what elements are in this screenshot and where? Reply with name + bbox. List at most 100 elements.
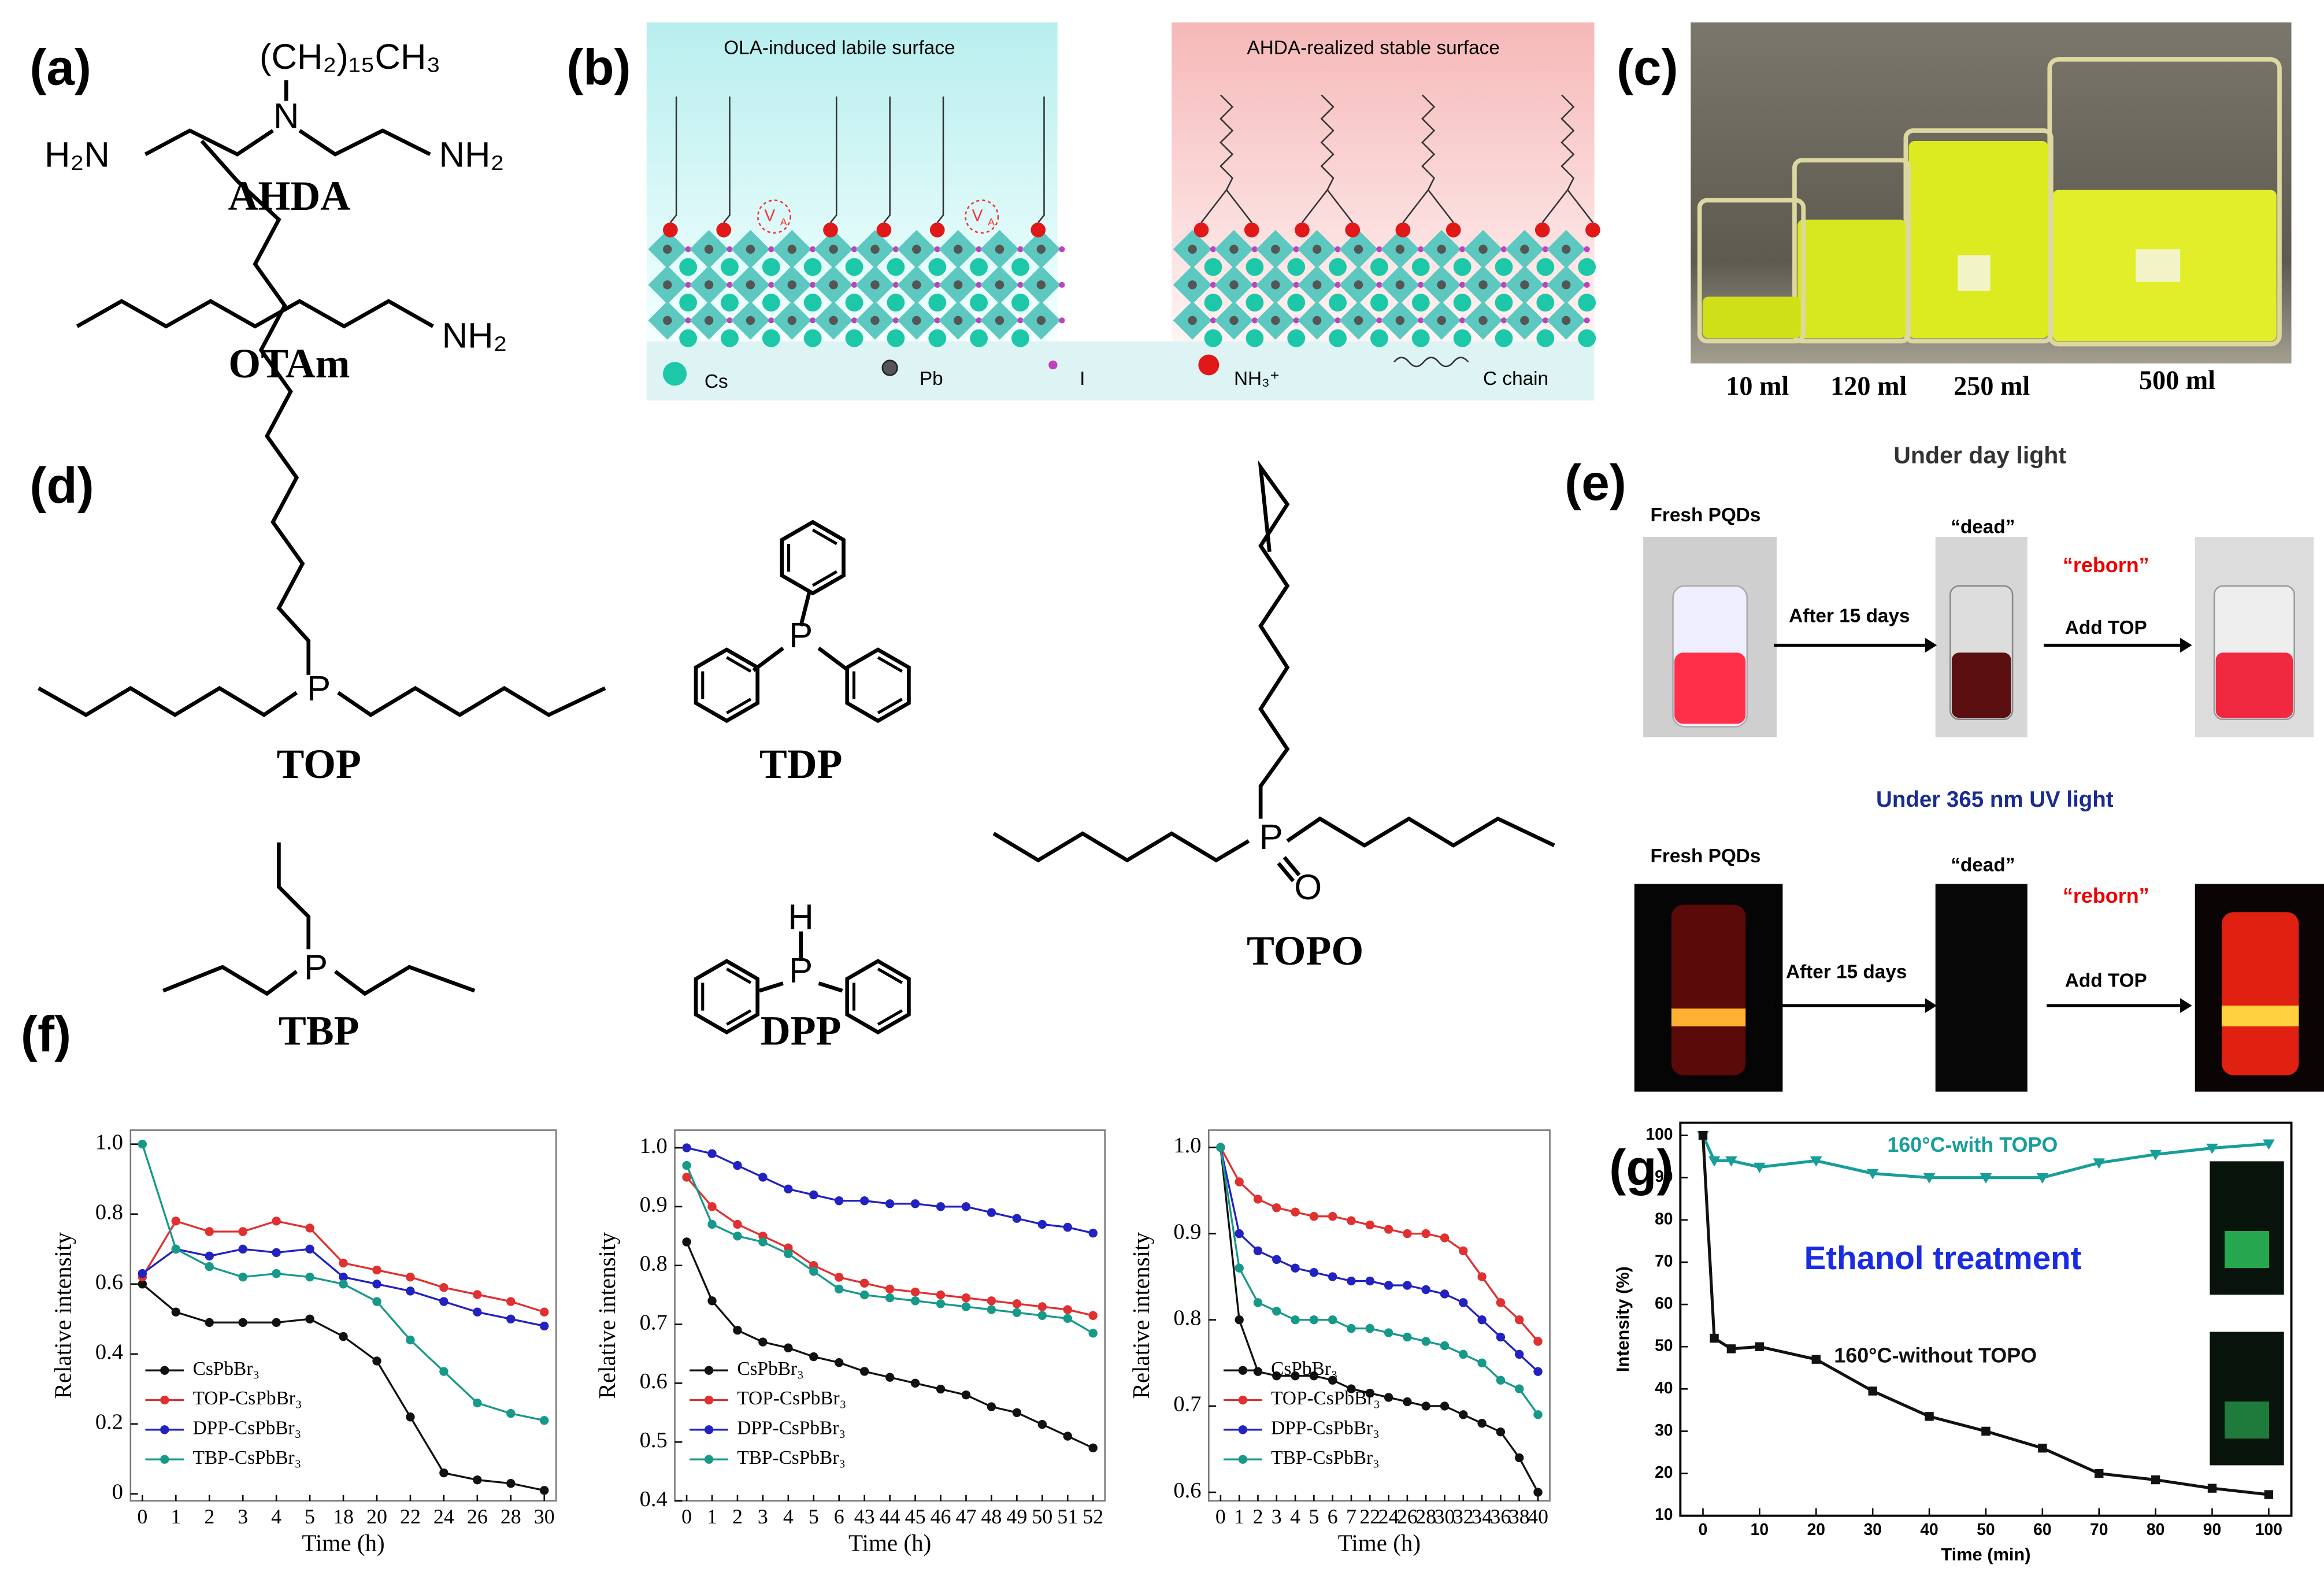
cs-atom: [887, 294, 905, 312]
marker: [1403, 1281, 1412, 1290]
marker: [961, 1293, 971, 1303]
chart: 0.40.50.60.70.80.91.00 1 2 3 4 5 6 43 44 45 46 47 48…: [594, 1129, 1106, 1556]
marker: [138, 1140, 147, 1149]
row-title: Under 365 nm UV light: [1876, 787, 2114, 812]
cs-atom: [1246, 258, 1264, 276]
y-tick-label: 0.8: [1173, 1306, 1201, 1330]
y-axis-label: Relative intensity: [594, 1232, 620, 1399]
marker: [682, 1143, 691, 1152]
x-tick-label: 34: [1472, 1505, 1492, 1528]
photo-caption: “dead”: [1951, 516, 2015, 537]
cs-atom: [845, 258, 863, 276]
marker: [1309, 1315, 1319, 1325]
pb-atom: [1188, 316, 1197, 325]
marker: [372, 1265, 381, 1275]
cs-atom: [1329, 258, 1347, 276]
atom: P: [307, 669, 331, 709]
legend-marker: [160, 1366, 169, 1375]
cs-atom: [1011, 294, 1029, 312]
x-tick-label: 6: [1328, 1505, 1338, 1528]
vacancy-label: A: [988, 216, 995, 228]
cs-atom: [1287, 294, 1306, 312]
i-atom: [1017, 246, 1024, 253]
i-atom: [1059, 317, 1065, 324]
chem-text: H₂N: [45, 135, 110, 175]
marker: [1012, 1214, 1022, 1223]
marker: [1710, 1333, 1719, 1343]
i-atom: [1459, 246, 1466, 253]
marker: [339, 1258, 348, 1268]
annotation: Ethanol treatment: [1804, 1240, 2082, 1276]
marker: [961, 1391, 971, 1400]
series-label: 160°C-with TOPO: [1887, 1133, 2058, 1156]
series-line: [1220, 1147, 1539, 1343]
cs-atom: [1204, 258, 1222, 276]
marker: [1708, 1156, 1721, 1167]
cs-atom: [1370, 258, 1388, 276]
y-tick-label: 1.0: [1173, 1133, 1201, 1158]
cs-atom: [1578, 258, 1596, 276]
marker: [835, 1284, 844, 1294]
nh3-atom: [1345, 223, 1361, 238]
legend-marker: [160, 1455, 169, 1464]
liquid: [1797, 219, 1906, 339]
cs-atom: [803, 258, 822, 276]
cs-atom: [845, 294, 863, 312]
marker: [238, 1272, 247, 1282]
marker: [910, 1199, 920, 1208]
y-tick-label: 1.0: [95, 1130, 123, 1155]
marker: [910, 1296, 920, 1306]
marker: [1253, 1298, 1263, 1307]
y-tick-label: 1.0: [640, 1134, 668, 1158]
cs-atom: [928, 329, 947, 347]
pb-atom: [1437, 316, 1446, 325]
legend-marker: [1238, 1455, 1248, 1464]
i-atom: [934, 317, 940, 324]
i-atom: [1376, 246, 1382, 253]
marker: [1235, 1229, 1244, 1239]
i-atom: [1459, 317, 1466, 324]
i-atom: [810, 317, 816, 324]
i-atom: [1335, 246, 1341, 253]
legend-marker: [704, 1366, 714, 1375]
chain: [1541, 94, 1593, 223]
series-line: [685, 1165, 1094, 1334]
x-tick-label: 24: [1378, 1505, 1399, 1528]
marker: [506, 1297, 516, 1306]
pb-atom: [1562, 244, 1571, 254]
marker: [1037, 1419, 1047, 1429]
pb-atom: [663, 280, 672, 290]
marker: [809, 1190, 818, 1200]
bond: [38, 139, 606, 717]
marker: [1726, 1344, 1736, 1354]
marker: [1216, 1143, 1225, 1152]
marker: [784, 1249, 793, 1259]
marker: [406, 1286, 415, 1296]
pb-atom: [953, 316, 963, 325]
x-tick-label: 6: [834, 1505, 844, 1528]
inset-glow: [2225, 1401, 2270, 1439]
compound-name: DPP: [761, 1008, 842, 1054]
i-atom: [1293, 317, 1299, 324]
i-atom: [1017, 317, 1024, 324]
chem-text: (CH₂)₁₅CH₃: [260, 37, 440, 77]
chain: [829, 96, 837, 223]
marker: [936, 1290, 946, 1300]
marker: [733, 1232, 742, 1241]
double-bond: [811, 570, 838, 587]
marker: [885, 1373, 895, 1382]
inset-photo: [2210, 1332, 2284, 1466]
legend-text: I: [1080, 368, 1085, 390]
marker: [1980, 1173, 1992, 1184]
marker: [473, 1290, 482, 1299]
i-atom: [1459, 281, 1466, 288]
legend-text: CsPbBr₃: [1271, 1358, 1337, 1380]
legend-text: TOP-CsPbBr₃: [193, 1388, 302, 1409]
i-atom: [1418, 317, 1424, 324]
chain: [1402, 94, 1454, 223]
x-tick-label: 26: [467, 1505, 488, 1528]
marker: [910, 1287, 920, 1297]
cs-atom: [1411, 258, 1430, 276]
x-tick-label: 5: [1309, 1505, 1319, 1528]
cs-atom: [721, 294, 739, 312]
